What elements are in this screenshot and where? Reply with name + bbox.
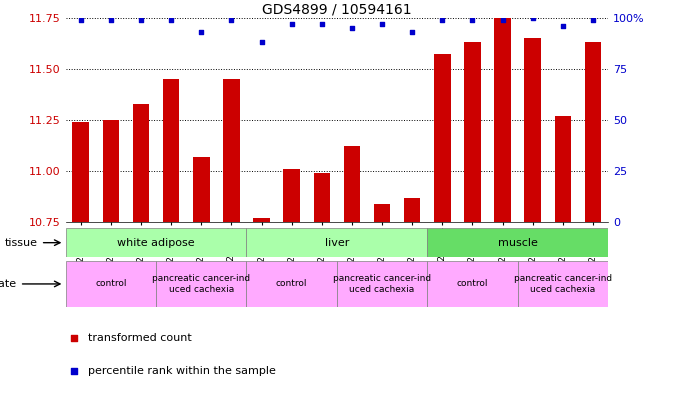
Bar (133, 103, 149, 222)
Bar (156, 261, 247, 307)
Point (527, 15, 538, 21)
Point (75, 17, 86, 23)
Point (105, 17, 116, 23)
Text: tissue: tissue (5, 238, 38, 248)
Bar (193, 157, 209, 222)
Point (166, 17, 177, 23)
Text: control: control (457, 279, 489, 288)
Point (437, 17, 448, 23)
Point (558, 23, 569, 29)
Text: liver: liver (325, 238, 349, 248)
Bar (66, 261, 156, 307)
Bar (102, 120, 119, 222)
Text: control: control (276, 279, 307, 288)
Text: transformed count: transformed count (88, 333, 192, 343)
Point (587, 17, 598, 23)
Bar (427, 261, 518, 307)
Point (135, 17, 146, 23)
Point (256, 39, 267, 45)
Point (467, 17, 478, 23)
Bar (343, 147, 360, 222)
Bar (404, 198, 421, 222)
Point (68, 335, 79, 341)
Bar (283, 169, 300, 222)
Bar (555, 116, 571, 222)
Bar (464, 42, 481, 222)
Bar (524, 38, 541, 222)
Bar (374, 204, 390, 222)
Bar (223, 79, 240, 222)
Text: white adipose: white adipose (117, 238, 195, 248)
Point (497, 17, 508, 23)
Point (316, 21, 328, 27)
Bar (247, 261, 337, 307)
Bar (247, 228, 427, 257)
Bar (314, 173, 330, 222)
Text: muscle: muscle (498, 238, 538, 248)
Bar (434, 55, 451, 222)
Bar (518, 261, 608, 307)
Text: percentile rank within the sample: percentile rank within the sample (88, 366, 276, 376)
Text: pancreatic cancer-ind
uced cachexia: pancreatic cancer-ind uced cachexia (333, 274, 431, 294)
Point (226, 17, 237, 23)
Point (286, 21, 297, 27)
Point (196, 29, 207, 35)
Text: control: control (95, 279, 126, 288)
Bar (427, 228, 608, 257)
Text: disease state: disease state (0, 279, 17, 289)
Point (377, 21, 388, 27)
Title: GDS4899 / 10594161: GDS4899 / 10594161 (262, 2, 412, 17)
Point (68, 368, 79, 375)
Point (407, 29, 418, 35)
Point (346, 25, 357, 31)
Text: pancreatic cancer-ind
uced cachexia: pancreatic cancer-ind uced cachexia (514, 274, 612, 294)
Bar (337, 261, 427, 307)
Bar (73, 122, 89, 222)
Bar (66, 228, 247, 257)
Bar (585, 42, 601, 222)
Bar (163, 79, 180, 222)
Bar (253, 218, 269, 222)
Bar (494, 18, 511, 222)
Text: pancreatic cancer-ind
uced cachexia: pancreatic cancer-ind uced cachexia (152, 274, 250, 294)
